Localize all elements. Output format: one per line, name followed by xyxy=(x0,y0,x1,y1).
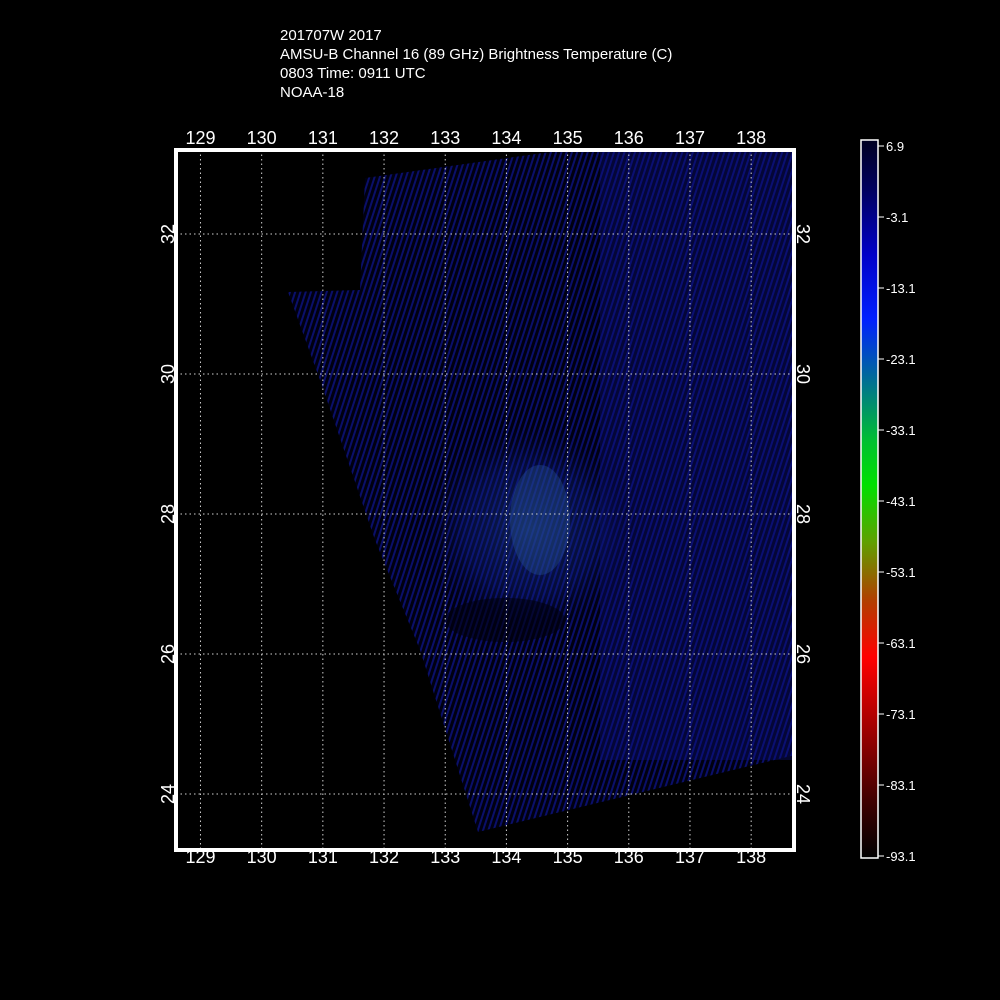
lon-tick-label: 131 xyxy=(308,847,338,867)
title-block: 201707W 2017 AMSU-B Channel 16 (89 GHz) … xyxy=(280,26,672,102)
lon-tick-label: 129 xyxy=(185,847,215,867)
swath-east-half xyxy=(600,150,794,760)
lat-tick-label: 28 xyxy=(158,504,178,524)
product-title: AMSU-B Channel 16 (89 GHz) Brightness Te… xyxy=(280,46,673,63)
lon-tick-label: 136 xyxy=(614,128,644,148)
storm-cold-band xyxy=(445,598,565,642)
colorbar-label: -93.1 xyxy=(886,849,916,864)
lat-tick-label: 26 xyxy=(158,644,178,664)
lat-labels-right: 24 26 28 30 32 xyxy=(793,224,813,804)
colorbar-label: -33.1 xyxy=(886,423,916,438)
satellite-label: NOAA-18 xyxy=(280,84,345,101)
lon-tick-label: 135 xyxy=(553,847,583,867)
colorbar-label: -83.1 xyxy=(886,778,916,793)
colorbar-label: -23.1 xyxy=(886,352,916,367)
lon-tick-label: 134 xyxy=(491,847,521,867)
colorbar-labels: 6.9 -3.1 -13.1 -23.1 -33.1 -43.1 -53.1 -63.1 -73… xyxy=(878,139,916,864)
lat-tick-label: 32 xyxy=(793,224,813,244)
lon-tick-label: 129 xyxy=(185,128,215,148)
map-frame xyxy=(174,148,796,852)
lon-tick-label: 138 xyxy=(736,128,766,148)
lon-tick-label: 131 xyxy=(308,128,338,148)
lon-tick-label: 130 xyxy=(247,847,277,867)
lat-tick-label: 24 xyxy=(158,784,178,804)
lon-tick-label: 135 xyxy=(553,128,583,148)
lon-tick-label: 133 xyxy=(430,128,460,148)
lat-tick-label: 26 xyxy=(793,644,813,664)
colorbar-label: -13.1 xyxy=(886,281,916,296)
lon-labels-top: 129 130 131 132 133 134 135 136 137 138 xyxy=(185,128,766,148)
colorbar-label: -3.1 xyxy=(886,210,908,225)
storm-warm-core xyxy=(510,465,570,575)
storm-eye-ring xyxy=(420,420,640,640)
lon-tick-label: 138 xyxy=(736,847,766,867)
lon-tick-label: 133 xyxy=(430,847,460,867)
storm-id: 201707W 2017 xyxy=(280,27,382,44)
lat-tick-label: 28 xyxy=(793,504,813,524)
lat-labels-left: 24 26 28 30 32 xyxy=(158,224,178,804)
lon-tick-label: 132 xyxy=(369,847,399,867)
lat-tick-label: 24 xyxy=(793,784,813,804)
lon-tick-label: 137 xyxy=(675,847,705,867)
lon-tick-label: 137 xyxy=(675,128,705,148)
colorbar-label: 6.9 xyxy=(886,139,904,154)
lon-tick-label: 134 xyxy=(491,128,521,148)
colorbar-label: -73.1 xyxy=(886,707,916,722)
colorbar-label: -53.1 xyxy=(886,565,916,580)
lon-tick-label: 130 xyxy=(247,128,277,148)
lat-tick-label: 32 xyxy=(158,224,178,244)
lon-tick-label: 132 xyxy=(369,128,399,148)
lon-labels-bottom: 129 130 131 132 133 134 135 136 137 138 xyxy=(185,847,766,867)
colorbar-label: -63.1 xyxy=(886,636,916,651)
swath-layer xyxy=(288,150,794,832)
time-label: 0803 Time: 0911 UTC xyxy=(280,65,426,82)
lat-tick-label: 30 xyxy=(793,364,813,384)
colorbar: 6.9 -3.1 -13.1 -23.1 -33.1 -43.1 -53.1 -63.1 -73… xyxy=(860,139,916,864)
colorbar-fill xyxy=(860,139,879,859)
lon-tick-label: 136 xyxy=(614,847,644,867)
lat-tick-label: 30 xyxy=(158,364,178,384)
colorbar-label: -43.1 xyxy=(886,494,916,509)
